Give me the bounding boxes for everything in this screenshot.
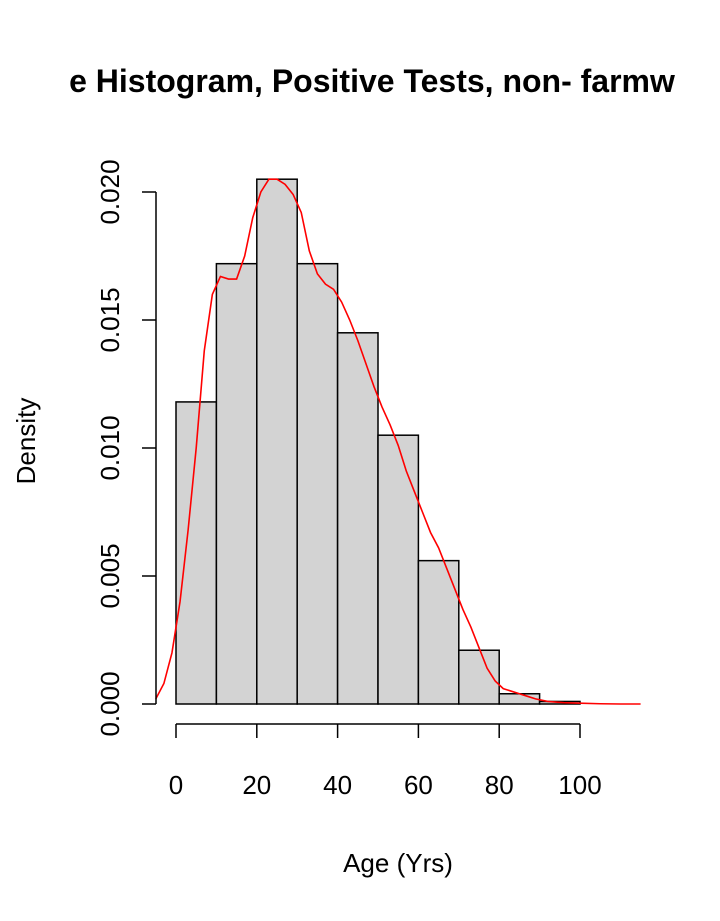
histogram-bars [175, 178, 581, 705]
x-tick-label-1: 20 [242, 770, 271, 800]
chart-title: e Histogram, Positive Tests, non- farmw [69, 63, 675, 99]
y-tick-label-1: 0.005 [95, 543, 125, 608]
y-tick-label-4: 0.020 [95, 159, 125, 224]
x-tick-label-5: 100 [558, 770, 601, 800]
x-tick-label-4: 80 [485, 770, 514, 800]
histogram-bar-2 [256, 178, 298, 705]
x-tick-label-3: 60 [404, 770, 433, 800]
y-axis-label: Density [11, 398, 41, 485]
y-tick-label-2: 0.010 [95, 415, 125, 480]
y-tick-label-0: 0.000 [95, 671, 125, 736]
x-tick-label-0: 0 [169, 770, 183, 800]
y-tick-label-3: 0.015 [95, 287, 125, 352]
histogram-bar-6 [417, 559, 460, 705]
histogram-bar-4 [336, 332, 379, 705]
histogram-bar-5 [377, 434, 420, 705]
density-curve [155, 178, 641, 705]
histogram-bar-3 [296, 262, 339, 705]
x-axis: 0 20 40 60 80 100 [169, 723, 602, 800]
y-axis: 0.000 0.005 0.010 0.015 0.020 [95, 159, 157, 737]
histogram-bar-1 [215, 262, 258, 705]
x-tick-label-2: 40 [323, 770, 352, 800]
x-axis-label: Age (Yrs) [343, 848, 453, 878]
